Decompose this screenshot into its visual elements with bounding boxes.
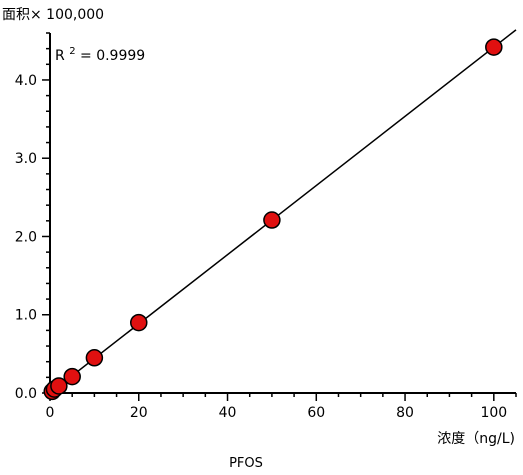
data-point	[50, 377, 68, 395]
data-point	[263, 211, 281, 229]
r-squared-annotation: R 2 = 0.9999	[55, 42, 145, 64]
regression-line	[49, 29, 517, 394]
axes	[49, 33, 516, 394]
y-tick-label: 1.0	[15, 308, 37, 324]
x-tick-label: 0	[46, 405, 55, 421]
data-point	[63, 367, 81, 386]
data-point	[485, 38, 503, 56]
y-tick-label: 0.0	[15, 386, 37, 402]
y-tick-label: 4.0	[15, 73, 37, 89]
fit-line-layer	[49, 29, 517, 394]
y-axis-title: 面积× 100,000	[2, 7, 104, 23]
data-points	[43, 38, 503, 401]
data-point	[85, 349, 104, 367]
ticks: 0 20 40 60 80 100 0.0 1.0 2.0 3.0 4.0	[15, 32, 517, 421]
x-tick-label: 60	[307, 405, 325, 421]
chart-caption: PFOS	[229, 456, 263, 471]
x-tick-label: 20	[130, 405, 148, 421]
x-tick-label: 100	[480, 405, 507, 421]
x-axis-title: 浓度（ng/L)	[437, 431, 515, 447]
r-superscript: 2	[69, 46, 75, 57]
r-label: R	[55, 48, 65, 64]
x-tick-label: 40	[219, 405, 237, 421]
x-tick-label: 80	[396, 405, 414, 421]
r-value: = 0.9999	[80, 48, 145, 64]
y-tick-label: 2.0	[15, 229, 37, 245]
y-tick-label: 3.0	[15, 151, 37, 167]
data-point	[130, 313, 148, 332]
